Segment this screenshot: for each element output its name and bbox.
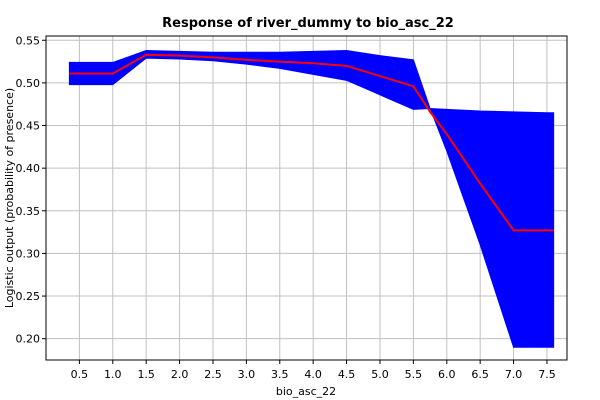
x-tick-label-4: 2.5 [204,368,222,381]
x-tick-label-0: 0.5 [71,368,89,381]
y-tick-label-4: 0.40 [16,162,41,175]
y-tick-label-3: 0.35 [16,205,41,218]
x-tick-label-1: 1.0 [104,368,122,381]
y-tick-label-1: 0.25 [16,290,41,303]
x-tick-label-14: 7.5 [538,368,556,381]
mean-response-line-layer [69,53,554,232]
y-axis-ticks: 0.20 0.25 0.30 0.35 0.40 0.45 0.50 0.55 [16,34,46,346]
x-tick-label-12: 6.5 [471,368,489,381]
mean-response-line [69,53,554,232]
x-tick-label-5: 3.0 [238,368,256,381]
y-tick-label-0: 0.20 [16,333,41,346]
plot-frame [45,35,568,361]
x-tick-label-7: 4.0 [304,368,322,381]
confidence-band-layer [68,49,555,348]
x-tick-label-6: 3.5 [271,368,289,381]
x-axis-ticks: 0.5 1.0 1.5 2.0 2.5 3.0 3.5 4.0 4.5 5.0 5.5 6.0 6.5 7… [71,360,556,381]
chart-title: Response of river_dummy to bio_asc_22 [162,16,454,31]
x-axis-label: bio_asc_22 [276,385,336,398]
x-tick-label-2: 1.5 [137,368,155,381]
y-axis-label: Logistic output (probability of presence… [3,88,16,308]
y-tick-label-6: 0.50 [16,77,41,90]
x-tick-label-10: 5.5 [405,368,423,381]
confidence-band [68,49,555,348]
y-tick-label-5: 0.45 [16,120,41,133]
y-tick-label-7: 0.55 [16,34,41,47]
x-tick-label-3: 2.0 [171,368,189,381]
x-tick-label-9: 5.0 [371,368,389,381]
x-tick-label-8: 4.5 [338,368,356,381]
y-tick-label-2: 0.30 [16,247,41,260]
x-tick-label-13: 7.0 [505,368,523,381]
x-tick-label-11: 6.0 [438,368,456,381]
